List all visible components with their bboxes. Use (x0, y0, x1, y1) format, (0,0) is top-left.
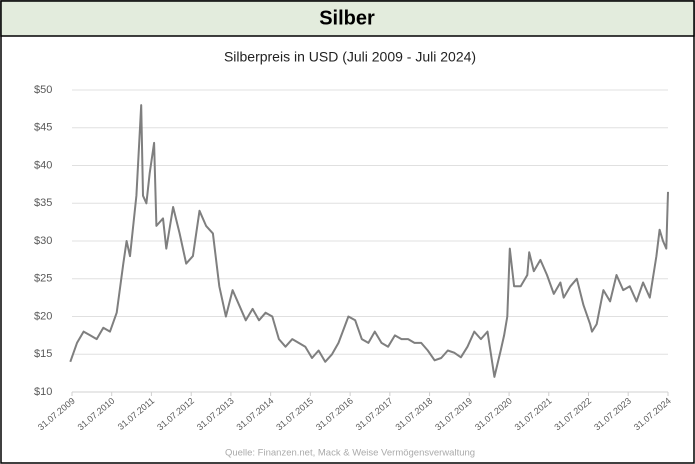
header-title: Silber (319, 7, 375, 29)
y-tick-label: $40 (34, 159, 52, 171)
y-tick-label: $15 (34, 348, 52, 360)
y-tick-label: $30 (34, 235, 52, 247)
y-tick-label: $50 (34, 84, 52, 96)
y-tick-label: $35 (34, 197, 52, 209)
source-note: Quelle: Finanzen.net, Mack & Weise Vermö… (225, 448, 475, 459)
header-bar (0, 0, 695, 37)
chart-title: Silberpreis in USD (Juli 2009 - Juli 202… (224, 49, 476, 65)
y-tick-label: $45 (34, 122, 52, 134)
y-tick-label: $10 (34, 386, 52, 398)
price-line (69, 104, 669, 378)
y-tick-label: $25 (34, 273, 52, 285)
y-tick-label: $20 (34, 310, 52, 322)
